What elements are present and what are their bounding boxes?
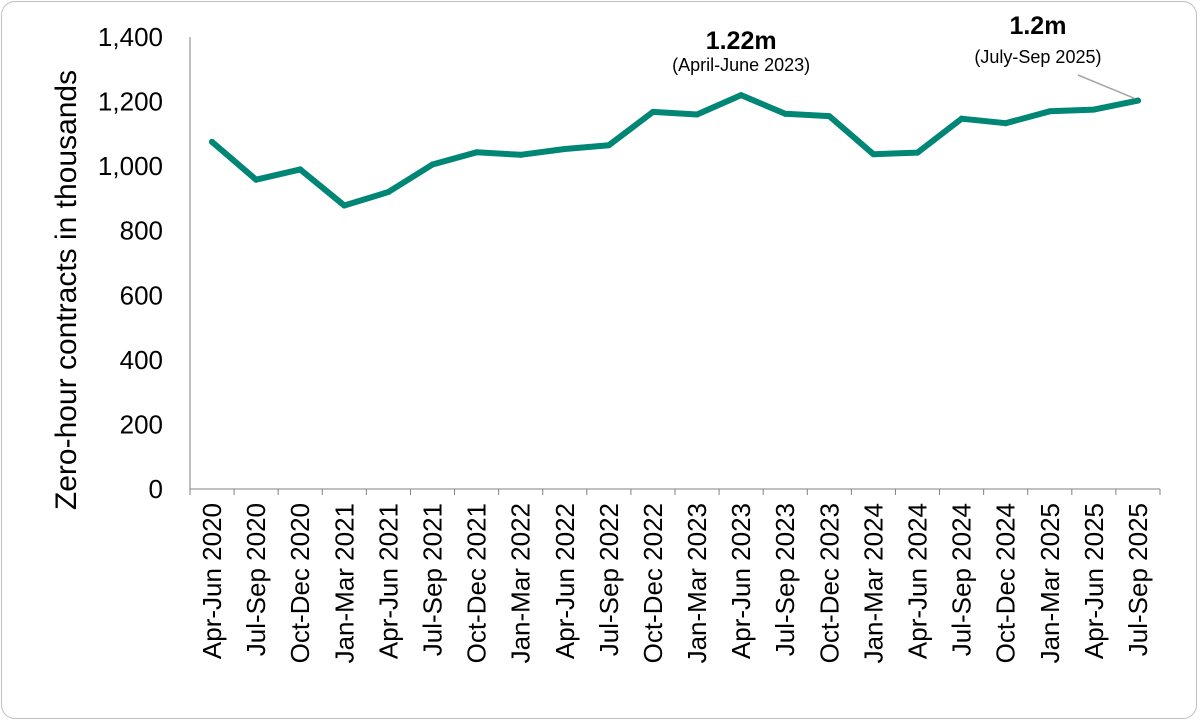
annotation-value: 1.2m bbox=[1009, 12, 1066, 40]
data-point bbox=[649, 108, 656, 115]
data-point bbox=[341, 202, 348, 209]
x-tick-label: Jul-Sep 2022 bbox=[594, 503, 624, 656]
y-tick-label: 0 bbox=[149, 474, 163, 504]
data-point bbox=[826, 113, 833, 120]
y-tick-label: 1,000 bbox=[98, 151, 163, 181]
data-point bbox=[1134, 97, 1141, 104]
data-point bbox=[870, 151, 877, 158]
data-point bbox=[561, 146, 568, 153]
data-point bbox=[914, 149, 921, 156]
data-point bbox=[517, 151, 524, 158]
data-point bbox=[738, 92, 745, 99]
data-point bbox=[429, 161, 436, 168]
data-point bbox=[782, 110, 789, 117]
data-point bbox=[1090, 106, 1097, 113]
x-tick-label: Jan-Mar 2025 bbox=[1035, 503, 1065, 663]
data-point bbox=[605, 142, 612, 149]
x-tick-label: Jan-Mar 2024 bbox=[858, 503, 888, 663]
x-tick-label: Jul-Sep 2020 bbox=[241, 503, 271, 656]
y-tick-label: 200 bbox=[120, 409, 163, 439]
annotation-value: 1.22m bbox=[706, 27, 777, 55]
y-axis-label: Zero-hour contracts in thousands bbox=[50, 70, 83, 510]
series-group bbox=[209, 92, 1141, 209]
y-tick-label: 1,400 bbox=[98, 22, 163, 52]
x-tick-label: Oct-Dec 2020 bbox=[285, 503, 315, 663]
y-axis-ticks: 0 200 400 600 800 1,000 1,200 1,400 bbox=[98, 22, 163, 504]
x-tick-label: Jan-Mar 2022 bbox=[506, 503, 536, 663]
x-tick-label: Oct-Dec 2022 bbox=[638, 503, 668, 663]
x-tick-label: Oct-Dec 2021 bbox=[462, 503, 492, 663]
annotations-group: 1.22m(April-June 2023) 1.2m (July-Sep 2025… bbox=[672, 12, 1136, 100]
x-tick-label: Apr-Jun 2020 bbox=[197, 503, 227, 659]
series-line bbox=[209, 92, 1141, 209]
data-point bbox=[253, 176, 260, 183]
data-point bbox=[1046, 108, 1053, 115]
x-tick-label: Jul-Sep 2021 bbox=[418, 503, 448, 656]
x-tick-label: Oct-Dec 2024 bbox=[991, 503, 1021, 663]
data-point bbox=[385, 188, 392, 195]
data-point bbox=[473, 149, 480, 156]
x-tick-label: Jul-Sep 2025 bbox=[1123, 503, 1153, 656]
data-point bbox=[297, 166, 304, 173]
x-tick-label: Apr-Jun 2024 bbox=[903, 503, 933, 659]
data-point bbox=[958, 115, 965, 122]
annotation-period: (April-June 2023) bbox=[672, 55, 810, 75]
data-point bbox=[209, 138, 216, 145]
x-axis-ticks: Apr-Jun 2020 Jul-Sep 2020 Oct-Dec 2020 Jan-… bbox=[189, 489, 1161, 663]
data-point bbox=[1002, 120, 1009, 127]
x-tick-label: Apr-Jun 2025 bbox=[1079, 503, 1109, 659]
y-tick-label: 800 bbox=[120, 216, 163, 246]
annotation-period: (July-Sep 2025) bbox=[974, 47, 1101, 67]
x-tick-label: Apr-Jun 2021 bbox=[373, 503, 403, 659]
data-point bbox=[694, 111, 701, 118]
x-tick-label: Jul-Sep 2023 bbox=[770, 503, 800, 656]
y-tick-label: 600 bbox=[120, 280, 163, 310]
x-tick-label: Apr-Jun 2022 bbox=[550, 503, 580, 659]
x-tick-label: Jan-Mar 2023 bbox=[682, 503, 712, 663]
x-tick-label: Apr-Jun 2023 bbox=[726, 503, 756, 659]
x-tick-label: Jan-Mar 2021 bbox=[329, 503, 359, 663]
y-tick-label: 400 bbox=[120, 345, 163, 375]
y-tick-label: 1,200 bbox=[98, 87, 163, 117]
x-tick-label: Oct-Dec 2023 bbox=[814, 503, 844, 663]
annotation-leader-line bbox=[1077, 74, 1136, 100]
x-tick-label: Jul-Sep 2024 bbox=[947, 503, 977, 656]
